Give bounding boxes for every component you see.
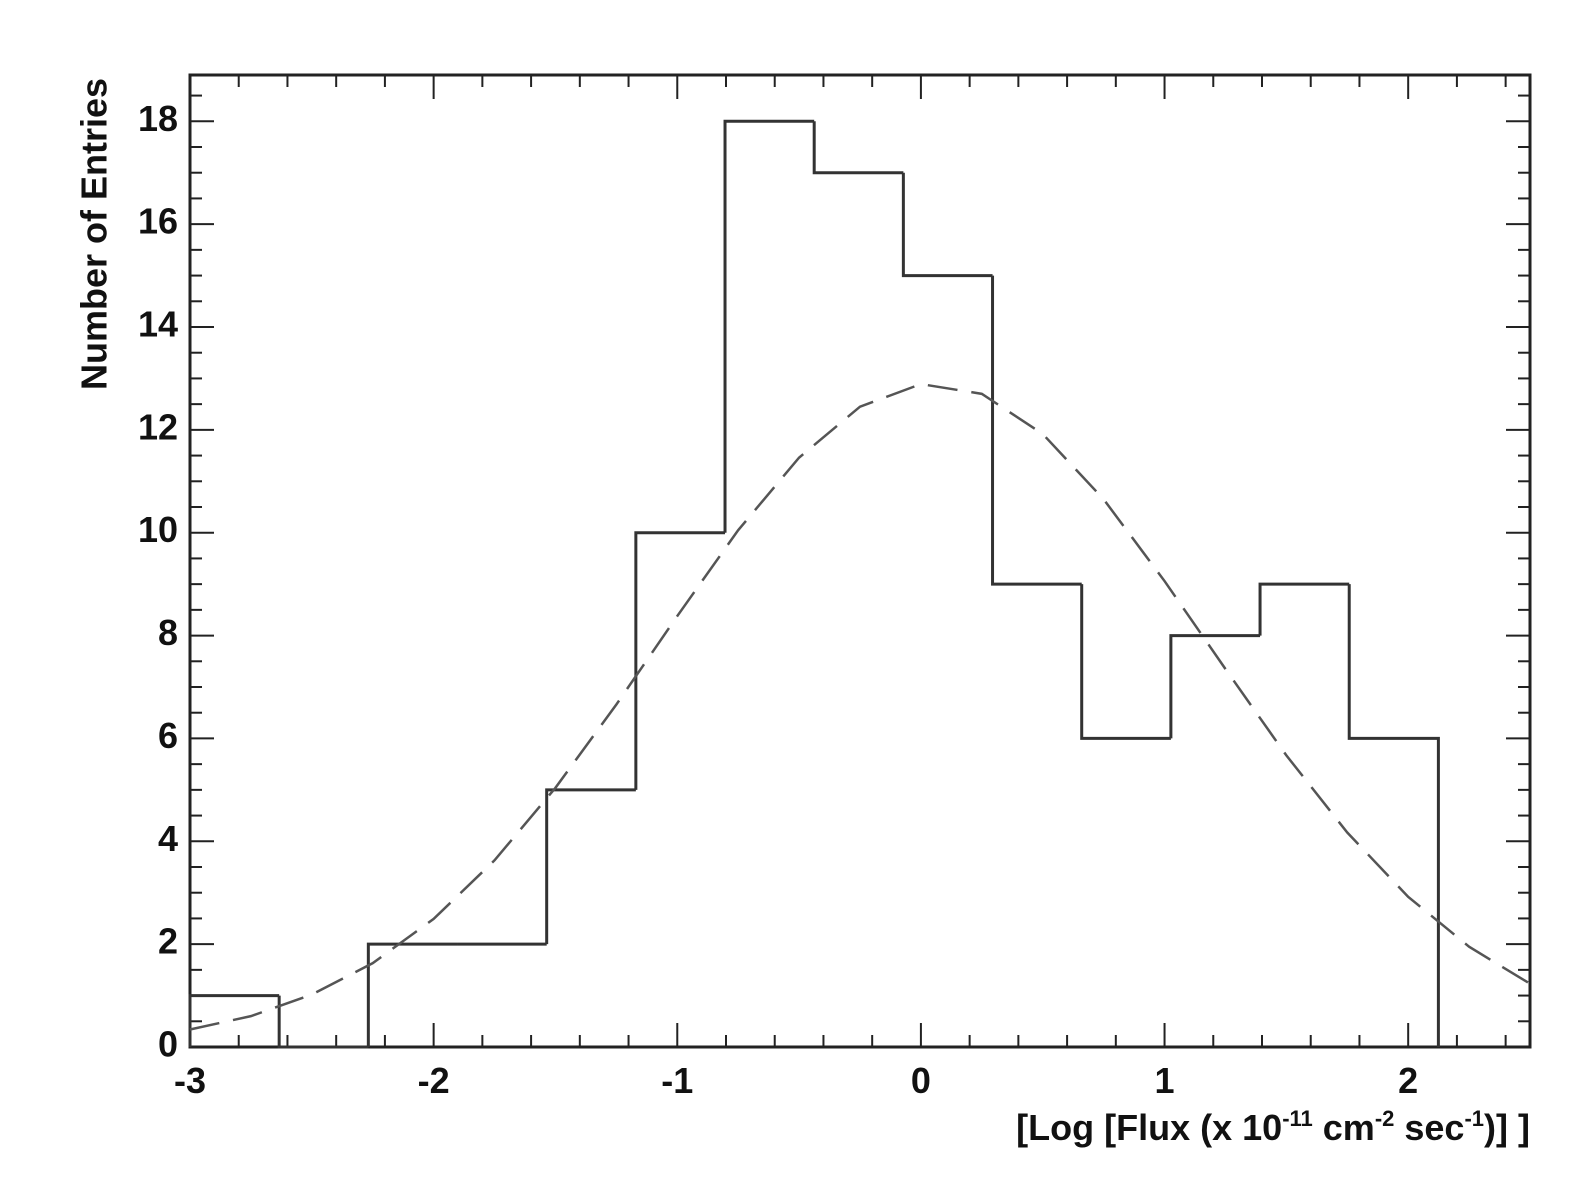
histogram-bin xyxy=(1080,584,1171,740)
histogram-bin xyxy=(188,994,280,1047)
x-tick-label: -1 xyxy=(661,1060,693,1101)
histogram-bin xyxy=(723,119,815,533)
histogram-bin xyxy=(812,121,904,175)
x-tick-label: 1 xyxy=(1155,1060,1175,1101)
y-tick-label: 8 xyxy=(158,612,178,653)
y-tick-label: 18 xyxy=(138,98,178,139)
x-label-part: [Log [Flux (x 10 xyxy=(1016,1107,1282,1148)
fit-curve xyxy=(189,382,1531,1031)
histogram-bin xyxy=(545,788,636,945)
histogram-bin xyxy=(901,172,993,278)
x-label-superscript: -2 xyxy=(1375,1106,1395,1131)
plot-frame xyxy=(188,73,1532,1049)
x-label-part: sec xyxy=(1394,1107,1464,1148)
y-tick-label: 0 xyxy=(158,1024,178,1065)
histogram-bin xyxy=(1258,582,1350,636)
x-tick-label: 0 xyxy=(911,1060,931,1101)
y-tick-label: 14 xyxy=(138,304,178,345)
x-label-part: cm xyxy=(1313,1107,1375,1148)
x-axis-label: [Log [Flux (x 10-11 cm-2 sec-1)] ] xyxy=(1016,1106,1530,1148)
y-tick-label: 12 xyxy=(138,406,178,447)
histogram-bin xyxy=(634,531,726,790)
x-tick-label: -3 xyxy=(174,1060,206,1101)
histogram-bin xyxy=(1347,584,1440,1047)
y-tick-label: 4 xyxy=(158,818,178,859)
y-tick-label: 6 xyxy=(158,715,178,756)
y-axis-label: Number of Entries xyxy=(74,78,115,390)
histogram-bin xyxy=(277,995,369,1049)
y-tick-label: 16 xyxy=(138,201,178,242)
x-label-superscript: -11 xyxy=(1282,1106,1313,1131)
histogram-bin xyxy=(991,275,1082,586)
histogram-bin xyxy=(1169,634,1261,739)
y-tick-label: 2 xyxy=(158,921,178,962)
y-tick-label: 10 xyxy=(138,509,178,550)
x-tick-label: 2 xyxy=(1398,1060,1418,1101)
histogram-bin xyxy=(366,942,458,1047)
x-label-superscript: -1 xyxy=(1464,1106,1484,1131)
x-tick-label: -2 xyxy=(418,1060,450,1101)
x-label-part: )] ] xyxy=(1484,1107,1530,1148)
